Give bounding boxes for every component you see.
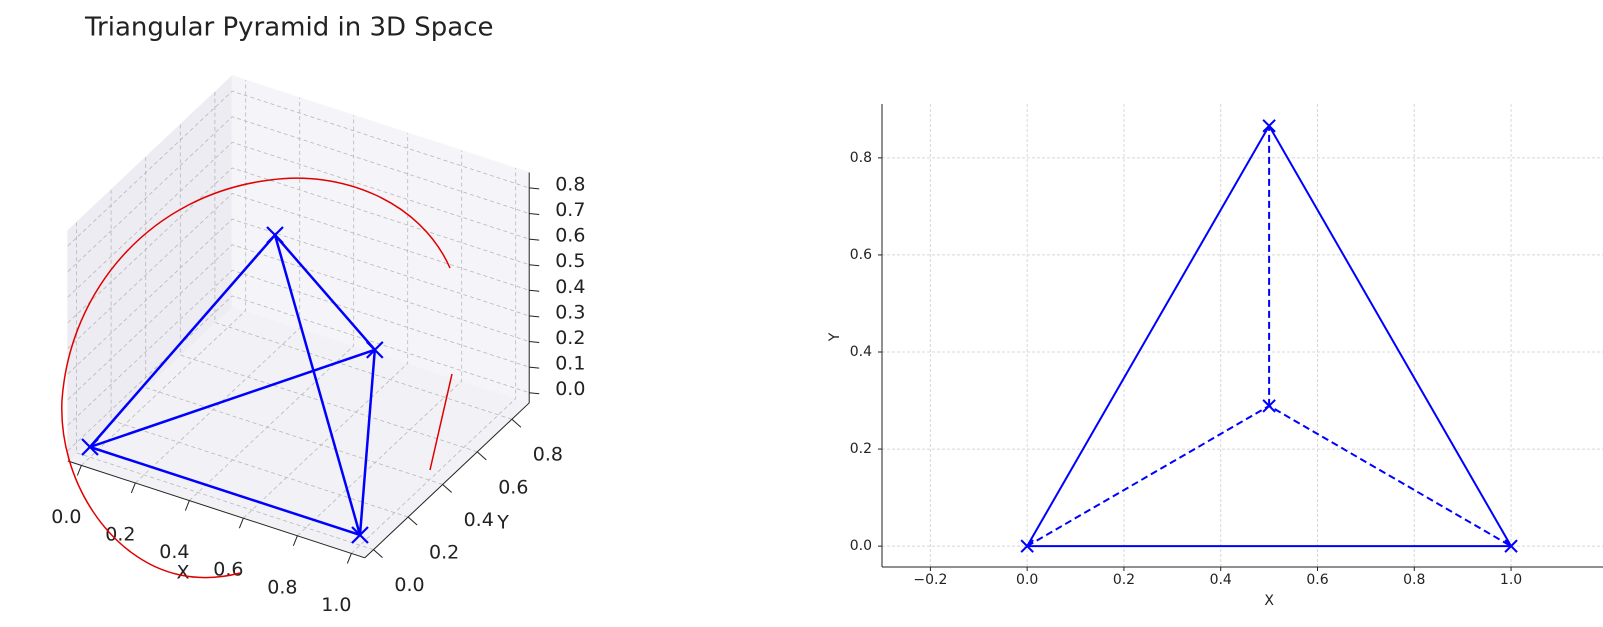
grid-line xyxy=(67,244,530,400)
y-tick-label: 0.0 xyxy=(850,538,872,554)
y-tick-label: 0.6 xyxy=(498,476,528,498)
y-tick-label: 0.4 xyxy=(464,509,494,531)
z-tick-label: 0.4 xyxy=(555,276,585,298)
y-tick-label: 0.8 xyxy=(533,444,563,466)
x-tick-label: 0.8 xyxy=(267,576,297,598)
tick-mark xyxy=(529,341,540,343)
tick-mark xyxy=(529,264,540,267)
tick-mark xyxy=(76,465,82,476)
tick-mark xyxy=(238,518,244,529)
x-tick-label: 1.0 xyxy=(321,594,351,616)
grid-line xyxy=(179,124,478,453)
y-axis xyxy=(364,402,530,559)
annotation-curve xyxy=(61,177,451,579)
z-tick-label: 0.8 xyxy=(555,173,585,195)
x-tick-label: 0.6 xyxy=(213,559,243,581)
grid-line xyxy=(67,167,530,324)
tick-mark xyxy=(511,418,522,428)
z-tick-label: 0.6 xyxy=(555,225,585,247)
grid-line xyxy=(351,168,517,554)
tick-mark xyxy=(529,238,540,241)
z-tick-label: 0.7 xyxy=(555,199,585,221)
grid-line xyxy=(189,115,355,501)
grid-line xyxy=(67,193,530,349)
tick-mark xyxy=(529,289,540,292)
tick-mark xyxy=(529,213,540,215)
y-tick-label: 0.2 xyxy=(429,542,459,564)
z-tick-label: 0.1 xyxy=(555,353,585,375)
x-tick-label: 0.0 xyxy=(51,506,81,528)
vertex-marker xyxy=(1020,539,1034,553)
vertex-marker xyxy=(81,438,99,456)
grid-line xyxy=(110,189,409,518)
x-tick-label: 0.8 xyxy=(1403,572,1425,588)
tick-mark xyxy=(292,535,298,546)
y-tick-label: 0.0 xyxy=(394,574,424,596)
tick-mark xyxy=(529,366,540,369)
grid-line xyxy=(76,222,374,551)
x-tick-label: 0.4 xyxy=(159,541,189,563)
vertex-marker xyxy=(1504,539,1518,553)
edge-line xyxy=(1026,125,1512,547)
grid-line xyxy=(67,116,530,272)
y-axis-label: Y xyxy=(827,332,843,342)
grid-line xyxy=(67,141,530,298)
grid-line xyxy=(67,295,530,452)
x-axis-label: X xyxy=(176,562,189,584)
grid-line xyxy=(297,150,463,537)
tick-mark xyxy=(346,553,352,564)
y-tick-label: 0.8 xyxy=(850,150,872,166)
tick-mark xyxy=(442,484,453,493)
grid-line xyxy=(67,269,530,426)
annotation-curve xyxy=(429,373,453,471)
grid-line xyxy=(135,97,301,484)
x-axis-label: X xyxy=(1264,593,1274,609)
y-tick-label: 0.4 xyxy=(850,344,872,360)
tick-mark xyxy=(407,516,418,526)
tick-mark xyxy=(373,549,383,559)
x-tick-label: 0.2 xyxy=(1113,572,1135,588)
edge-line xyxy=(85,232,377,537)
y-tick-label: 0.6 xyxy=(850,247,872,263)
annotation-curve xyxy=(61,177,453,579)
x-tick-label: 1.0 xyxy=(1500,572,1522,588)
vertex-marker xyxy=(266,226,284,244)
x-axis xyxy=(67,460,366,559)
z-tick-label: 0.5 xyxy=(555,250,585,272)
grid-line xyxy=(214,92,513,420)
x-tick-label: 0.6 xyxy=(1306,572,1328,588)
vertex-marker xyxy=(366,341,384,359)
grid-line xyxy=(67,218,530,375)
edge-line xyxy=(1026,123,1513,548)
tick-mark xyxy=(529,392,540,395)
tick-mark xyxy=(476,451,487,461)
grid-line xyxy=(67,90,530,247)
z-tick-label: 0.0 xyxy=(555,378,585,400)
tick-mark xyxy=(184,500,190,511)
tick-mark xyxy=(529,187,540,190)
x-tick-label: −0.2 xyxy=(913,572,947,588)
tick-mark xyxy=(529,315,540,318)
z-tick-label: 0.2 xyxy=(555,327,585,349)
grid-line xyxy=(243,132,409,519)
vertex-marker xyxy=(1262,119,1276,133)
grid-line xyxy=(81,80,247,466)
vertex-marker xyxy=(351,526,369,544)
chart-title: Triangular Pyramid in 3D Space xyxy=(84,13,494,43)
vertex-marker xyxy=(1262,399,1276,413)
tick-mark xyxy=(130,482,136,494)
z-tick-label: 0.3 xyxy=(555,301,585,323)
x-tick-label: 0.0 xyxy=(1016,572,1038,588)
x-tick-label: 0.2 xyxy=(105,523,135,545)
y-axis-label: Y xyxy=(496,512,509,534)
y-tick-label: 0.2 xyxy=(850,441,872,457)
x-tick-label: 0.4 xyxy=(1210,572,1232,588)
